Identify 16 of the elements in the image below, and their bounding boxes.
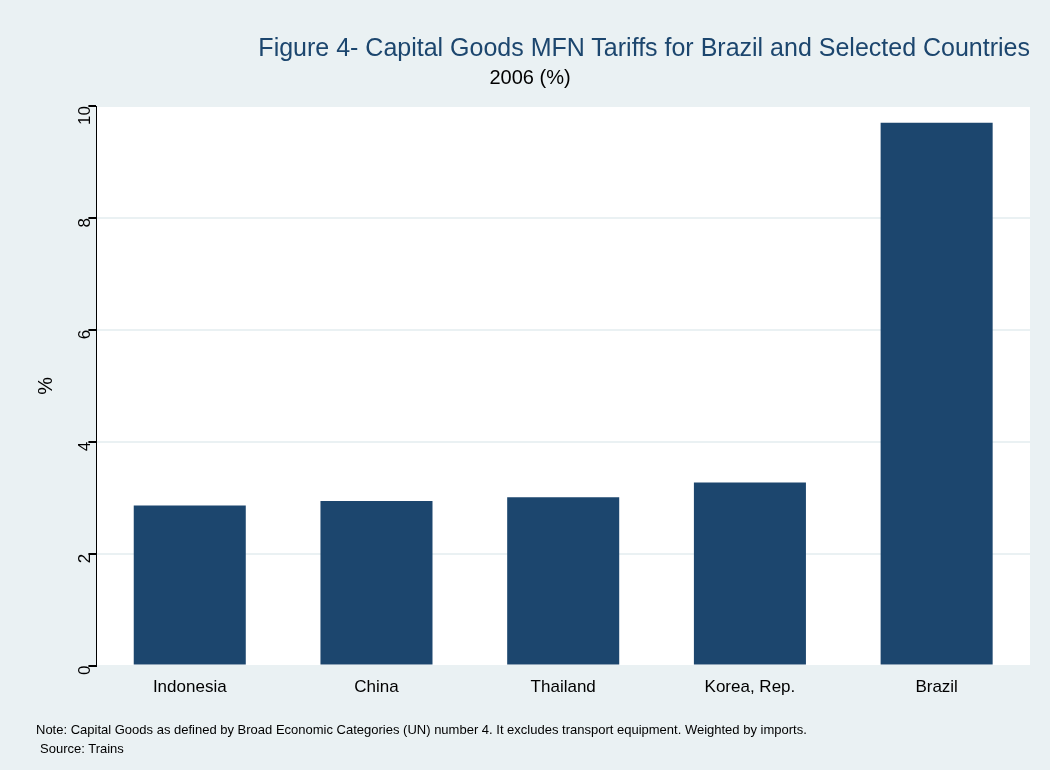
x-tick-label: Korea, Rep. bbox=[704, 677, 796, 697]
x-tick-label: Brazil bbox=[915, 677, 958, 697]
chart-title: Figure 4- Capital Goods MFN Tariffs for Brazil and Selected Countries bbox=[258, 32, 1030, 61]
x-tick-label: Indonesia bbox=[152, 677, 228, 697]
y-tick-label: 2 bbox=[75, 553, 95, 564]
y-tick-label: 6 bbox=[75, 329, 95, 340]
x-tick-label: Thailand bbox=[530, 677, 596, 697]
y-axis-title: % bbox=[33, 376, 56, 395]
source-note: Source: Trains bbox=[39, 740, 125, 758]
chart-subtitle: 2006 (%) bbox=[489, 65, 571, 88]
y-tick-label: 10 bbox=[75, 106, 95, 125]
y-tick-label: 8 bbox=[75, 217, 95, 228]
text: Note: Capital Goods as defined by Broad Economic Categories (UN) number 4. It excludes transport equipment. Weighted by imports. bbox=[36, 721, 807, 739]
y-tick-label: 0 bbox=[75, 665, 95, 676]
y-tick-label: 4 bbox=[75, 441, 95, 452]
x-tick-label: China bbox=[354, 677, 400, 697]
